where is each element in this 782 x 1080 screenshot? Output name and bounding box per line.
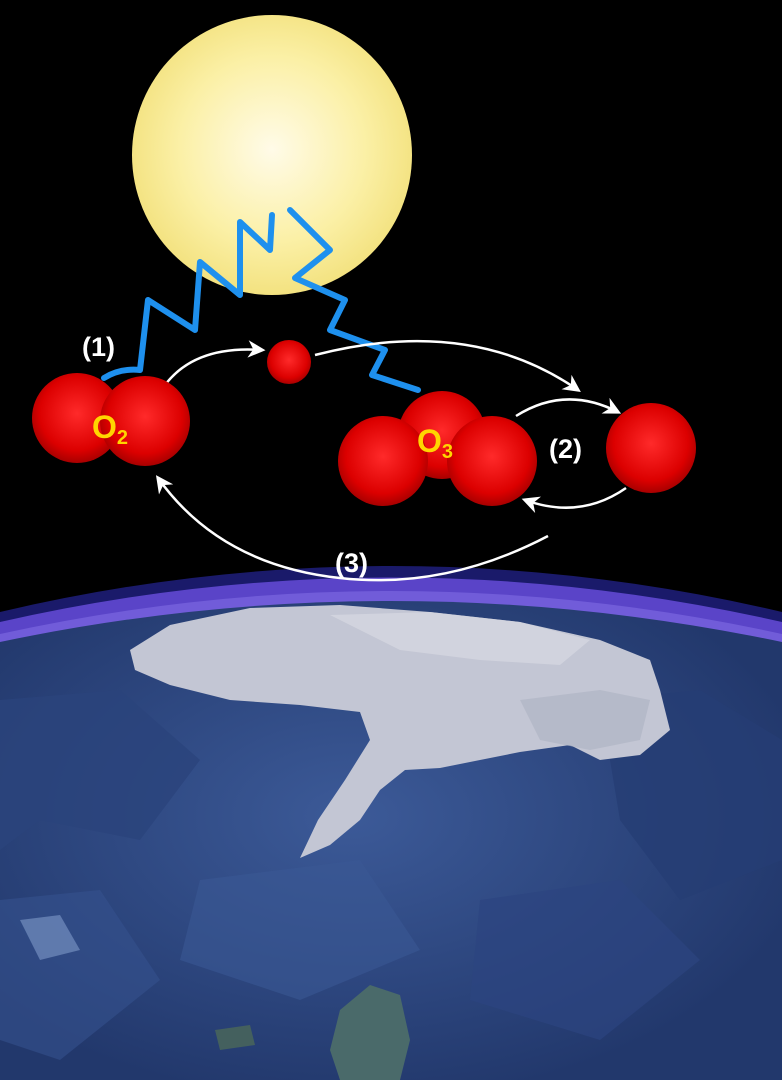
step-label-3: (3) xyxy=(335,548,368,578)
step-label-1: (1) xyxy=(82,332,115,362)
oxygen-atom-icon xyxy=(267,340,311,384)
oxygen-atom-icon xyxy=(606,403,696,493)
arrow-o-to-o xyxy=(314,339,581,392)
sun-icon xyxy=(132,15,412,295)
oxygen-molecule: O2 xyxy=(32,373,190,466)
arrow-return-to-o2 xyxy=(155,475,549,582)
o2-label: O2 xyxy=(92,409,128,449)
earth-icon xyxy=(0,566,782,1080)
oxygen-atom-icon xyxy=(100,376,190,466)
land-mass xyxy=(330,985,410,1080)
oxygen-atom-icon xyxy=(32,373,122,463)
oxygen-atom-icon xyxy=(338,416,428,506)
arrow-o-to-o3 xyxy=(521,486,627,514)
arrow-o3-to-o xyxy=(515,397,622,418)
uv-wave-icon xyxy=(287,207,421,393)
antarctica-ice xyxy=(130,605,670,858)
oxygen-atom-icon xyxy=(447,416,537,506)
step-label-2: (2) xyxy=(549,434,582,464)
arrow-o2-to-o xyxy=(164,340,266,386)
o3-label: O3 xyxy=(417,423,453,463)
ozone-molecule: O3 xyxy=(338,391,537,506)
uv-wave-icon xyxy=(101,212,275,381)
